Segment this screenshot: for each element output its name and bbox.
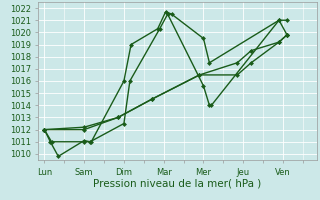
X-axis label: Pression niveau de la mer( hPa ): Pression niveau de la mer( hPa ): [93, 178, 262, 188]
